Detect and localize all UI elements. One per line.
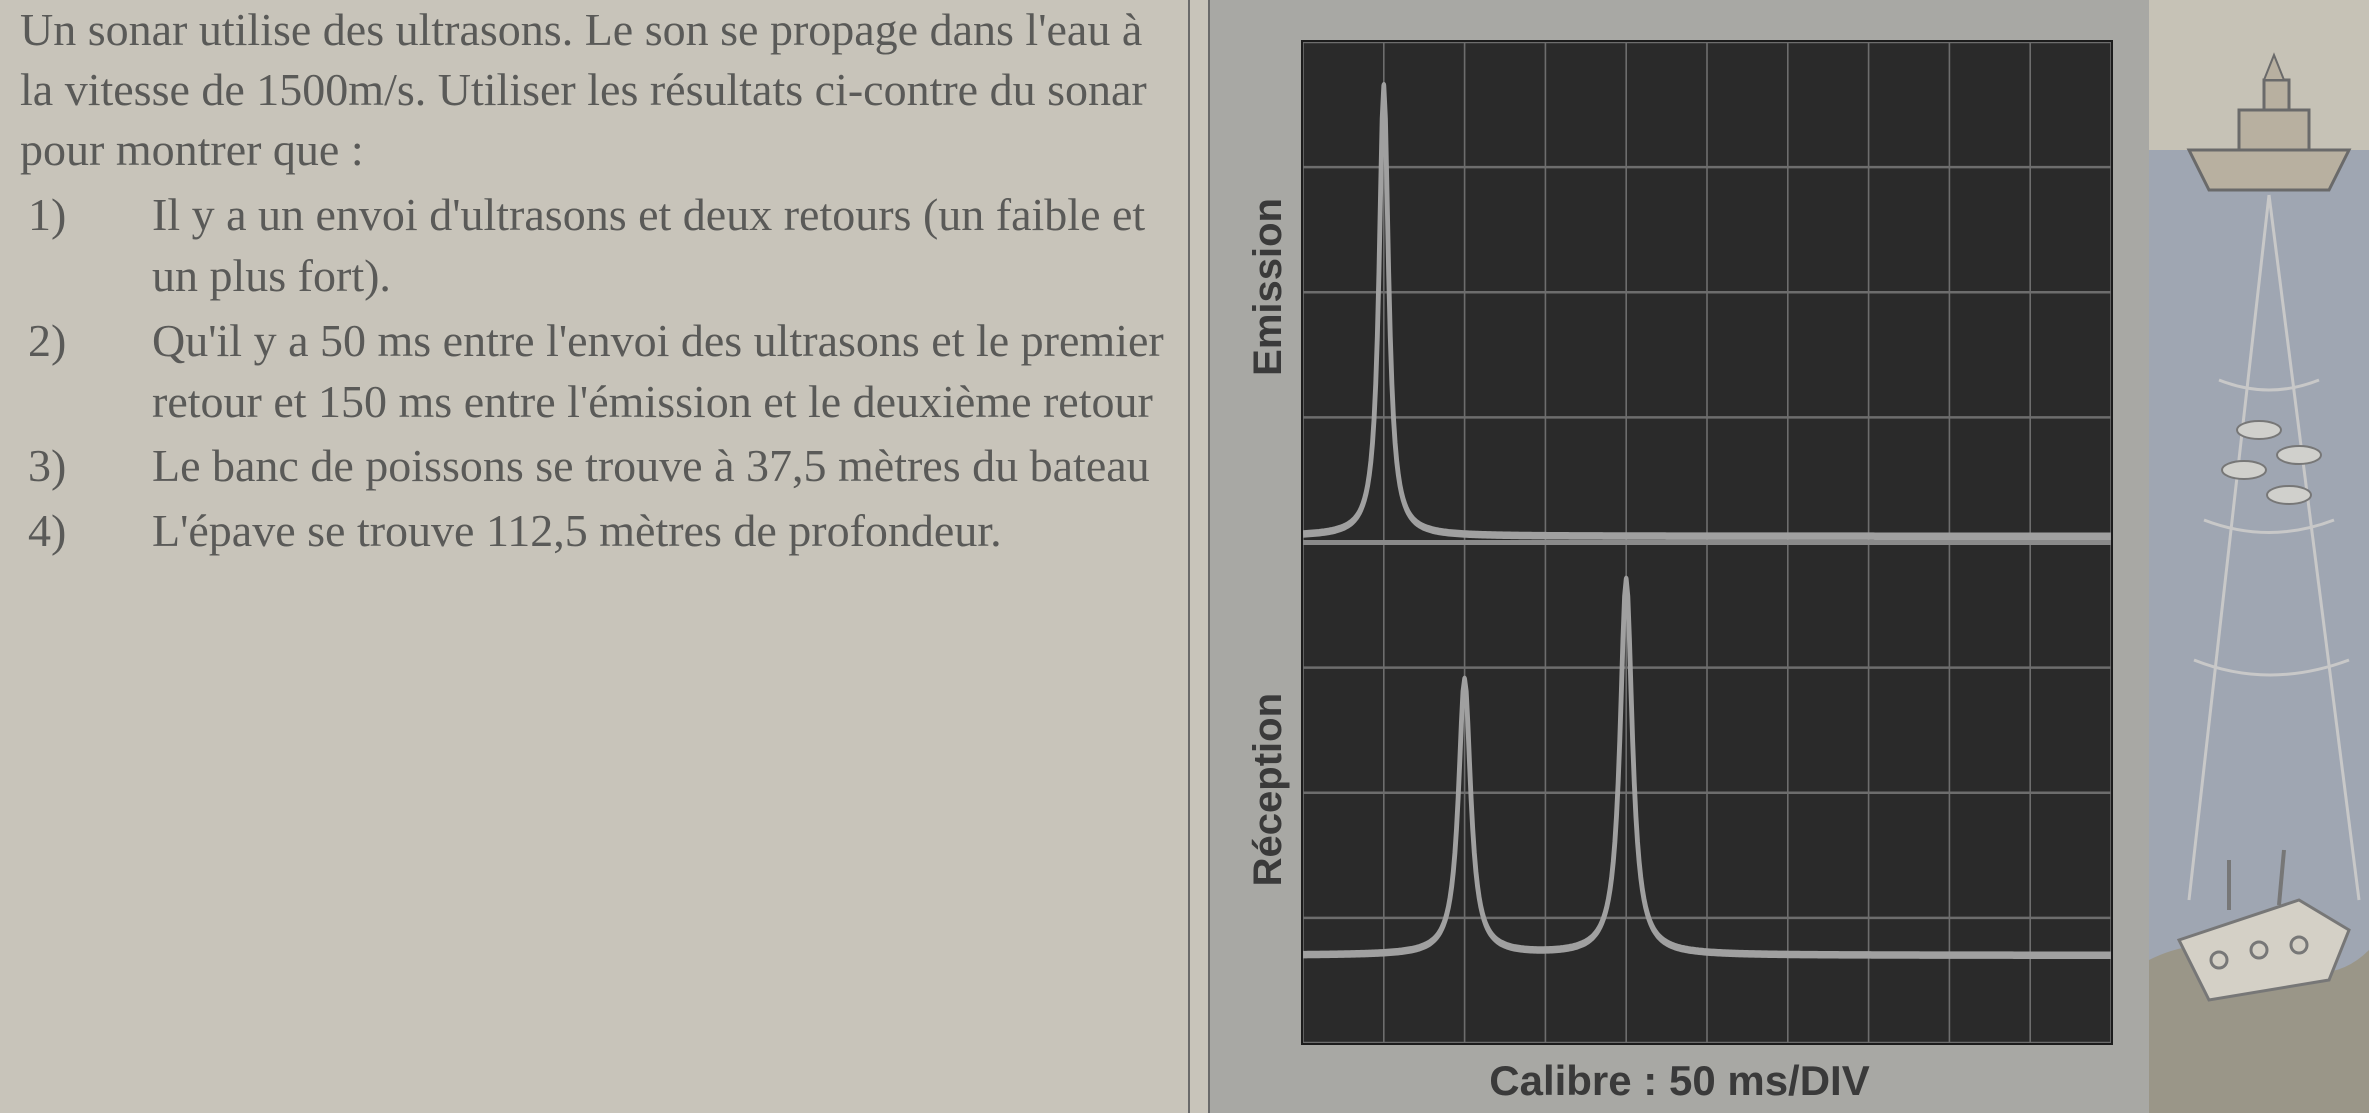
q2-text: Qu'il y a 50 ms entre l'envoi des ultras… [152, 315, 1164, 427]
scope-row: Emission Réception [1246, 40, 2113, 1045]
question-3: 3)Le banc de poissons se trouve à 37,5 m… [90, 436, 1164, 497]
ylabel-reception: Réception [1246, 693, 1291, 886]
q4-text: L'épave se trouve 112,5 mètres de profon… [152, 505, 1002, 556]
q3-text: Le banc de poissons se trouve à 37,5 mèt… [152, 440, 1150, 491]
intro-paragraph: Un sonar utilise des ultrasons. Le son s… [20, 0, 1164, 179]
illustration-svg [2149, 0, 2369, 1113]
sonar-frame: Emission Réception Calibre : 50 ms/DIV [1210, 0, 2149, 1113]
underwater-illustration [2149, 0, 2369, 1113]
scope-svg [1303, 42, 2111, 1043]
figure-panel: Emission Réception Calibre : 50 ms/DIV [1208, 0, 2369, 1113]
xlabel-calibre: Calibre : 50 ms/DIV [1489, 1057, 1869, 1104]
question-2: 2)Qu'il y a 50 ms entre l'envoi des ultr… [90, 311, 1164, 432]
oscilloscope-screen [1301, 40, 2113, 1045]
q4-number: 4) [90, 501, 152, 562]
question-list: 1)Il y a un envoi d'ultrasons et deux re… [20, 185, 1164, 565]
q2-number: 2) [90, 311, 152, 372]
q1-text: Il y a un envoi d'ultrasons et deux reto… [152, 189, 1145, 301]
y-axis-labels: Emission Réception [1246, 40, 1301, 1045]
q1-number: 1) [90, 185, 152, 246]
x-axis-label-row: Calibre : 50 ms/DIV [1246, 1045, 2113, 1105]
question-4: 4)L'épave se trouve 112,5 mètres de prof… [90, 501, 1164, 562]
ylabel-emission: Emission [1246, 198, 1291, 376]
problem-text-panel: Un sonar utilise des ultrasons. Le son s… [0, 0, 1190, 1113]
question-1: 1)Il y a un envoi d'ultrasons et deux re… [90, 185, 1164, 306]
q3-number: 3) [90, 436, 152, 497]
